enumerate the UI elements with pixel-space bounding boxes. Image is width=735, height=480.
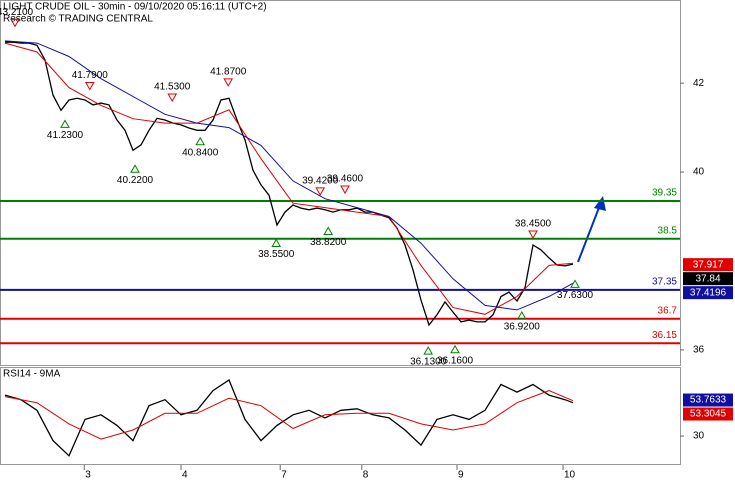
chart-title: LIGHT CRUDE OIL - 30min - 09/10/2020 05:… xyxy=(3,2,267,13)
low-marker xyxy=(423,346,434,355)
high-label: 38.4500 xyxy=(515,219,552,230)
y-tick-label: 42 xyxy=(693,78,705,89)
low-label: 40.2200 xyxy=(117,175,154,186)
low-label: 41.2300 xyxy=(47,130,84,141)
high-label: 43.2100 xyxy=(0,7,34,18)
level-label: 36.7 xyxy=(658,305,678,316)
last-value-label: 37.84 xyxy=(695,273,720,284)
x-tick-label: 10 xyxy=(564,470,576,480)
chart-subtitle: Research © TRADING CENTRAL xyxy=(3,14,153,25)
series-line xyxy=(4,40,574,311)
high-marker xyxy=(340,185,350,195)
low-marker xyxy=(195,136,206,146)
high-label: 41.8700 xyxy=(210,67,247,78)
low-marker xyxy=(450,344,460,354)
low-marker xyxy=(516,310,527,320)
last-value-box xyxy=(683,258,733,272)
level-label: 38.5 xyxy=(658,225,678,236)
level-label: 37.35 xyxy=(652,277,677,288)
low-marker xyxy=(60,119,70,128)
series-line xyxy=(4,390,574,440)
x-tick-label: 7 xyxy=(281,470,287,480)
last-value-box xyxy=(683,393,733,407)
y-tick-label: 36 xyxy=(693,345,705,356)
high-marker xyxy=(167,93,178,103)
last-value-label: 37.4196 xyxy=(690,287,727,298)
last-value-label: 37.917 xyxy=(693,259,724,270)
main-panel xyxy=(0,0,681,366)
y-tick-label: 40 xyxy=(693,167,705,178)
rsi-title: RSI14 - 9MA xyxy=(3,369,61,380)
high-marker xyxy=(223,78,234,87)
low-marker xyxy=(570,279,580,288)
low-label: 38.5500 xyxy=(258,249,295,260)
high-marker xyxy=(10,18,20,28)
last-value: 37.917 xyxy=(683,258,733,272)
series-line xyxy=(4,379,574,457)
last-value: 53.3045 xyxy=(683,407,733,421)
high-marker xyxy=(315,187,326,196)
low-label: 37.6300 xyxy=(557,290,594,301)
y-tick-label: 30 xyxy=(693,431,705,442)
high-label: 39.4200 xyxy=(302,175,339,186)
low-marker xyxy=(271,238,282,248)
series-line xyxy=(4,42,574,315)
low-label: 36.9200 xyxy=(504,322,541,333)
level-label: 36.15 xyxy=(652,330,677,341)
last-value-label: 53.3045 xyxy=(690,409,727,420)
x-tick-label: 8 xyxy=(363,470,369,480)
last-value-label: 53.7633 xyxy=(690,395,727,406)
last-value: 37.84 xyxy=(683,272,733,286)
last-value: 37.4196 xyxy=(683,286,733,300)
low-label: 36.1600 xyxy=(437,355,474,366)
last-value-box xyxy=(683,286,733,300)
low-label: 36.1300 xyxy=(410,357,447,368)
x-tick-label: 4 xyxy=(182,470,188,480)
high-label: 39.4600 xyxy=(327,174,364,185)
high-label: 41.5300 xyxy=(154,82,191,93)
level-label: 39.35 xyxy=(652,188,677,199)
last-value: 53.7633 xyxy=(683,393,733,407)
x-tick-label: 9 xyxy=(458,470,464,480)
low-label: 40.8400 xyxy=(182,147,219,158)
last-value-box xyxy=(683,407,733,421)
low-marker xyxy=(323,226,334,236)
series-line xyxy=(5,41,574,327)
forecast-arrow xyxy=(577,196,606,263)
high-marker xyxy=(528,230,538,239)
x-tick-label: 3 xyxy=(85,470,91,480)
low-marker xyxy=(130,164,140,173)
rsi-panel xyxy=(0,367,681,465)
low-label: 38.8200 xyxy=(310,237,347,248)
high-label: 41.7900 xyxy=(72,70,109,81)
high-marker xyxy=(84,81,95,91)
last-value-box xyxy=(683,272,733,286)
